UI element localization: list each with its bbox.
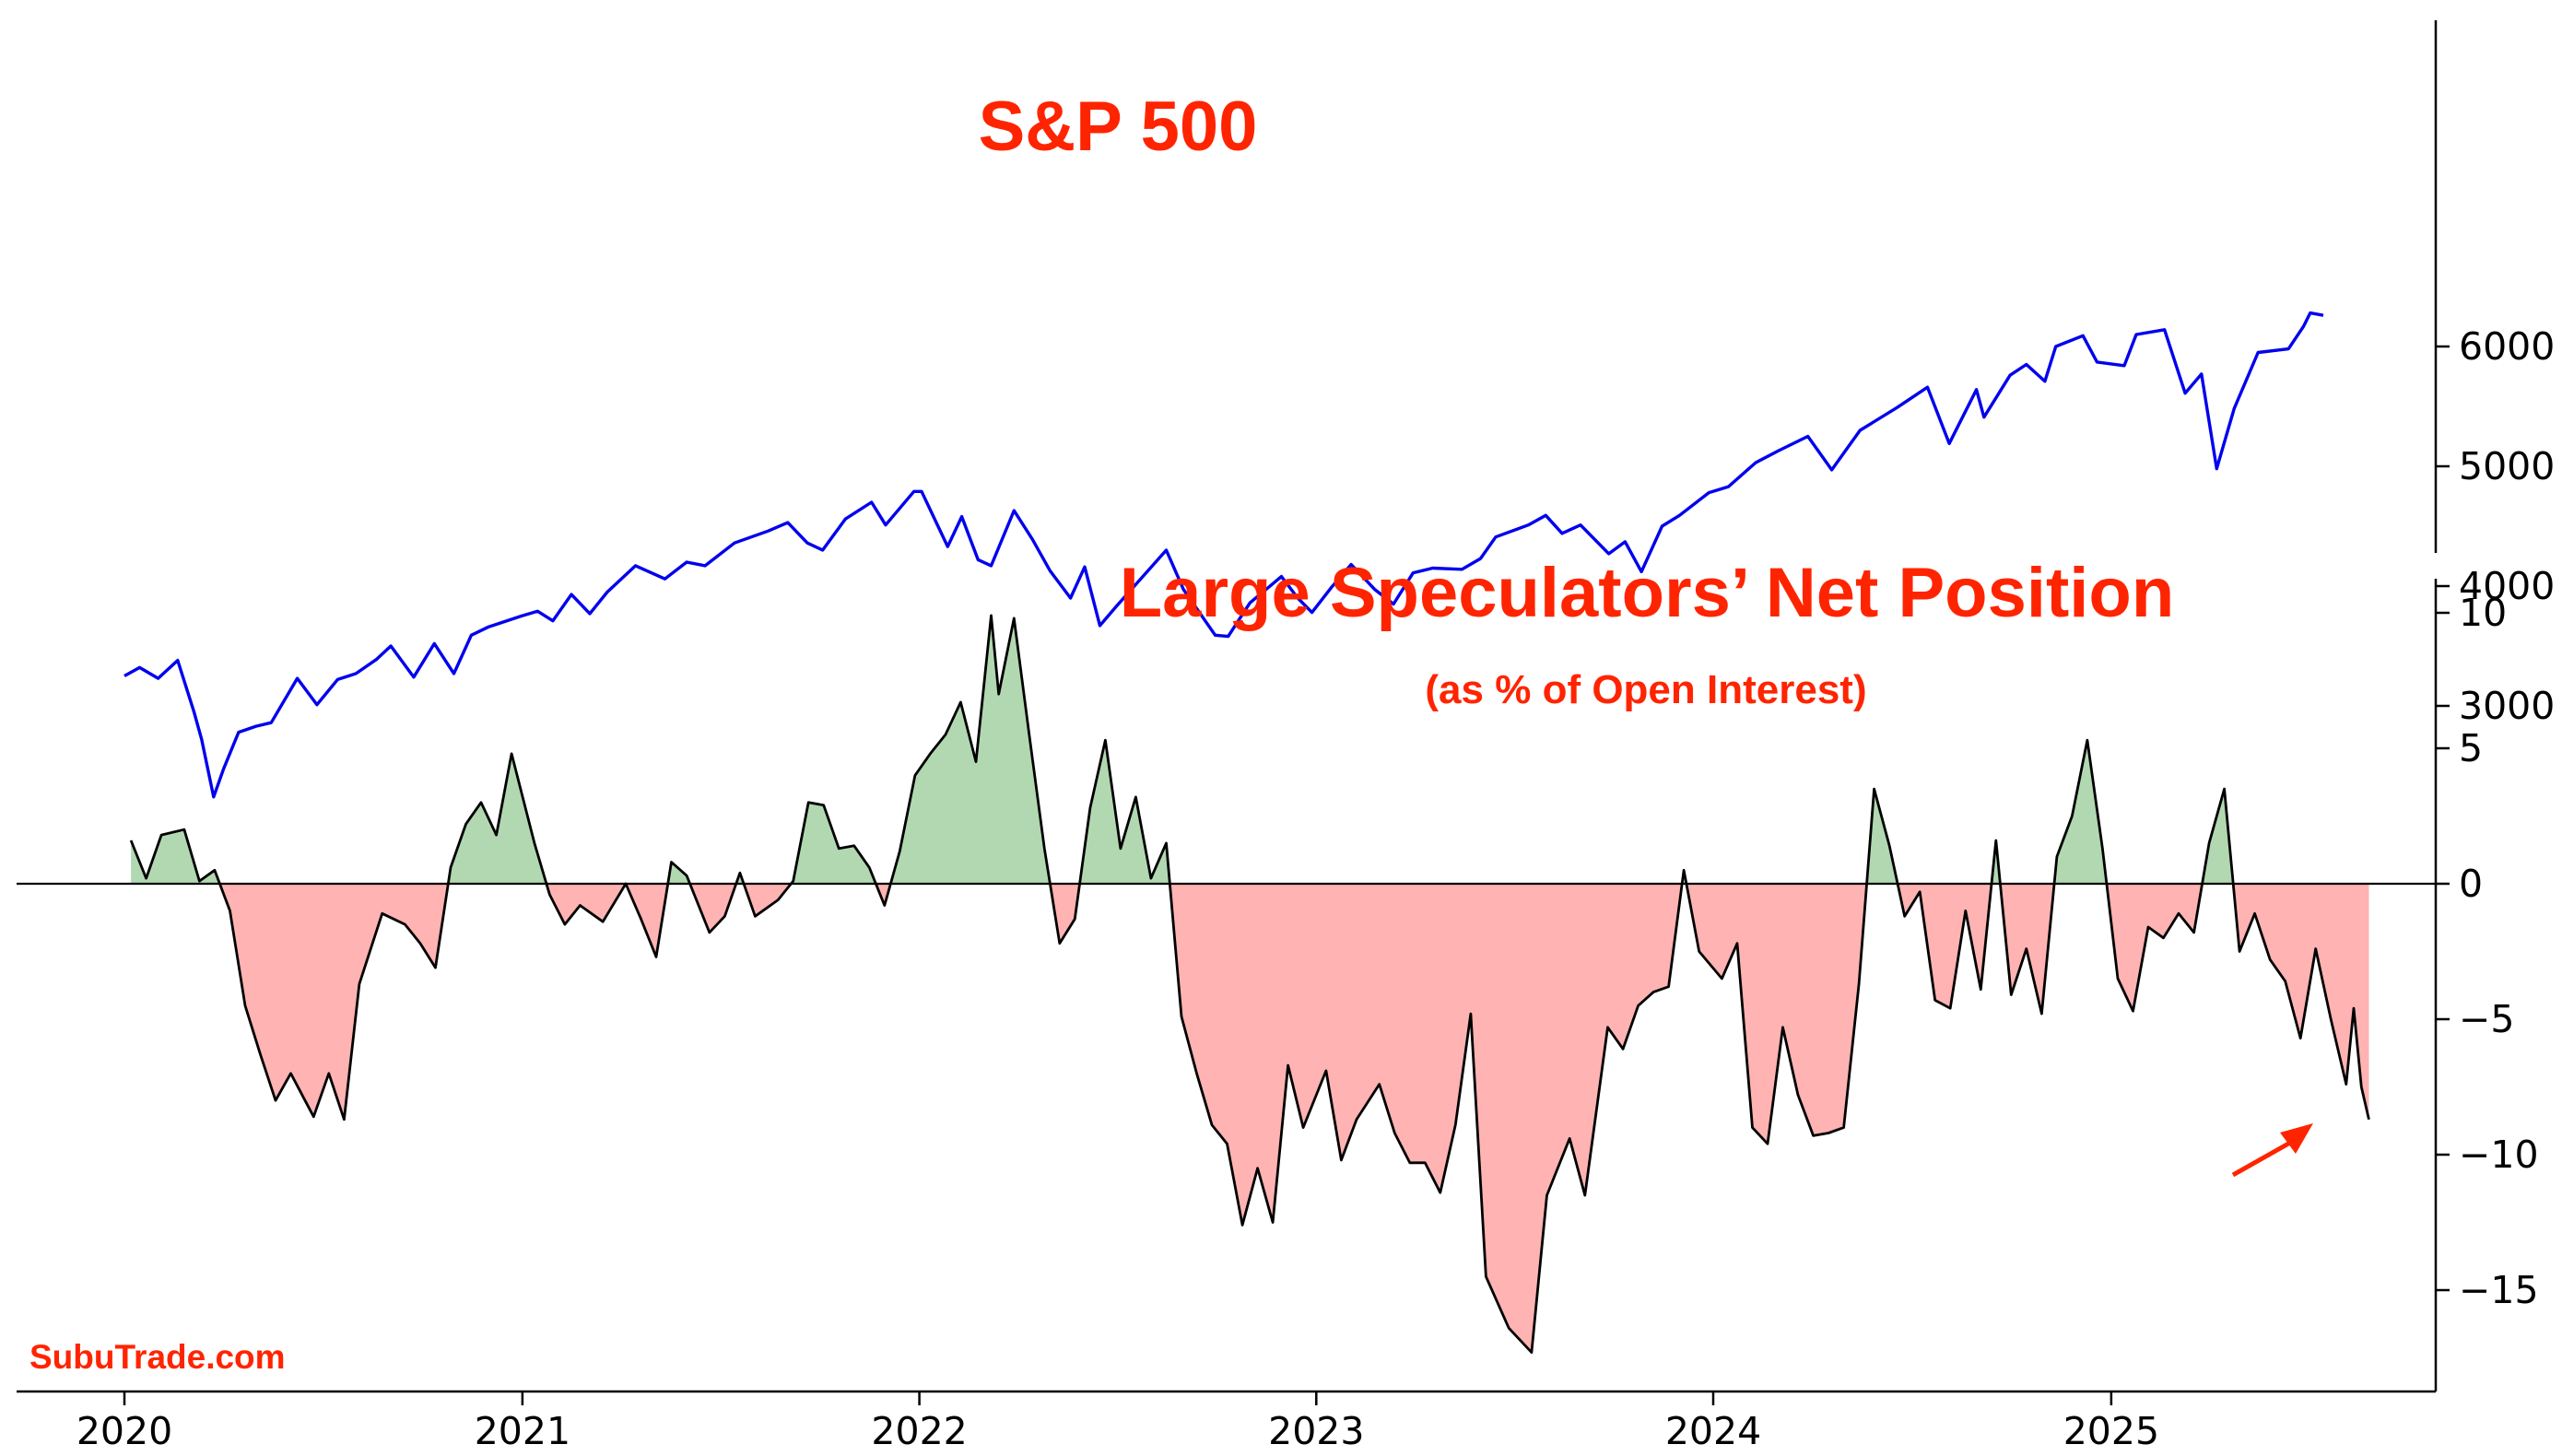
- sp500-title: S&P 500: [979, 88, 1258, 166]
- sp500-panel: 3000 4000 5000 6000 S&P 500: [123, 20, 2555, 799]
- net-position-y-tick-label: −15: [2459, 1268, 2539, 1312]
- sp500-y-tick-label: 6000: [2459, 324, 2555, 369]
- net-position-y-tick-label: 0: [2459, 862, 2483, 906]
- sp500-y-tick-label: 5000: [2459, 444, 2555, 488]
- negative-area-fill: [219, 884, 2369, 1353]
- sp500-series-line: [123, 311, 2324, 799]
- x-tick-label: 2022: [871, 1409, 967, 1453]
- net-position-y-tick-label: 10: [2459, 591, 2507, 635]
- net-position-y-tick-label: −10: [2459, 1133, 2539, 1177]
- sp500-y-ticks: 3000 4000 5000 6000: [2436, 324, 2555, 728]
- watermark-text: SubuTrade.com: [29, 1338, 286, 1376]
- net-position-y-tick-label: 5: [2459, 726, 2483, 770]
- net-position-panel: 10 5 0 −5 −10 −15 2020 2021 2022 2023 2024 2025 La…: [17, 554, 2539, 1453]
- sp500-y-tick-label: 3000: [2459, 684, 2555, 728]
- net-position-series-line: [129, 614, 2370, 1354]
- arrow-annotation-icon: [2231, 1123, 2313, 1178]
- net-position-subtitle: (as % of Open Interest): [1425, 667, 1866, 712]
- net-position-y-tick-label: −5: [2459, 997, 2514, 1041]
- x-tick-label: 2024: [1665, 1409, 1761, 1453]
- net-position-y-ticks: 10 5 0 −5 −10 −15: [2436, 591, 2539, 1312]
- net-position-title: Large Speculators’ Net Position: [1120, 554, 2175, 632]
- positive-area-fill: [131, 615, 2234, 884]
- x-tick-label: 2021: [475, 1409, 570, 1453]
- x-axis-ticks: 2020 2021 2022 2023 2024 2025: [76, 1391, 2159, 1453]
- sp500-y-tick-label: 4000: [2459, 564, 2555, 608]
- x-tick-label: 2020: [76, 1409, 172, 1453]
- x-tick-label: 2025: [2063, 1409, 2159, 1453]
- x-tick-label: 2023: [1268, 1409, 1364, 1453]
